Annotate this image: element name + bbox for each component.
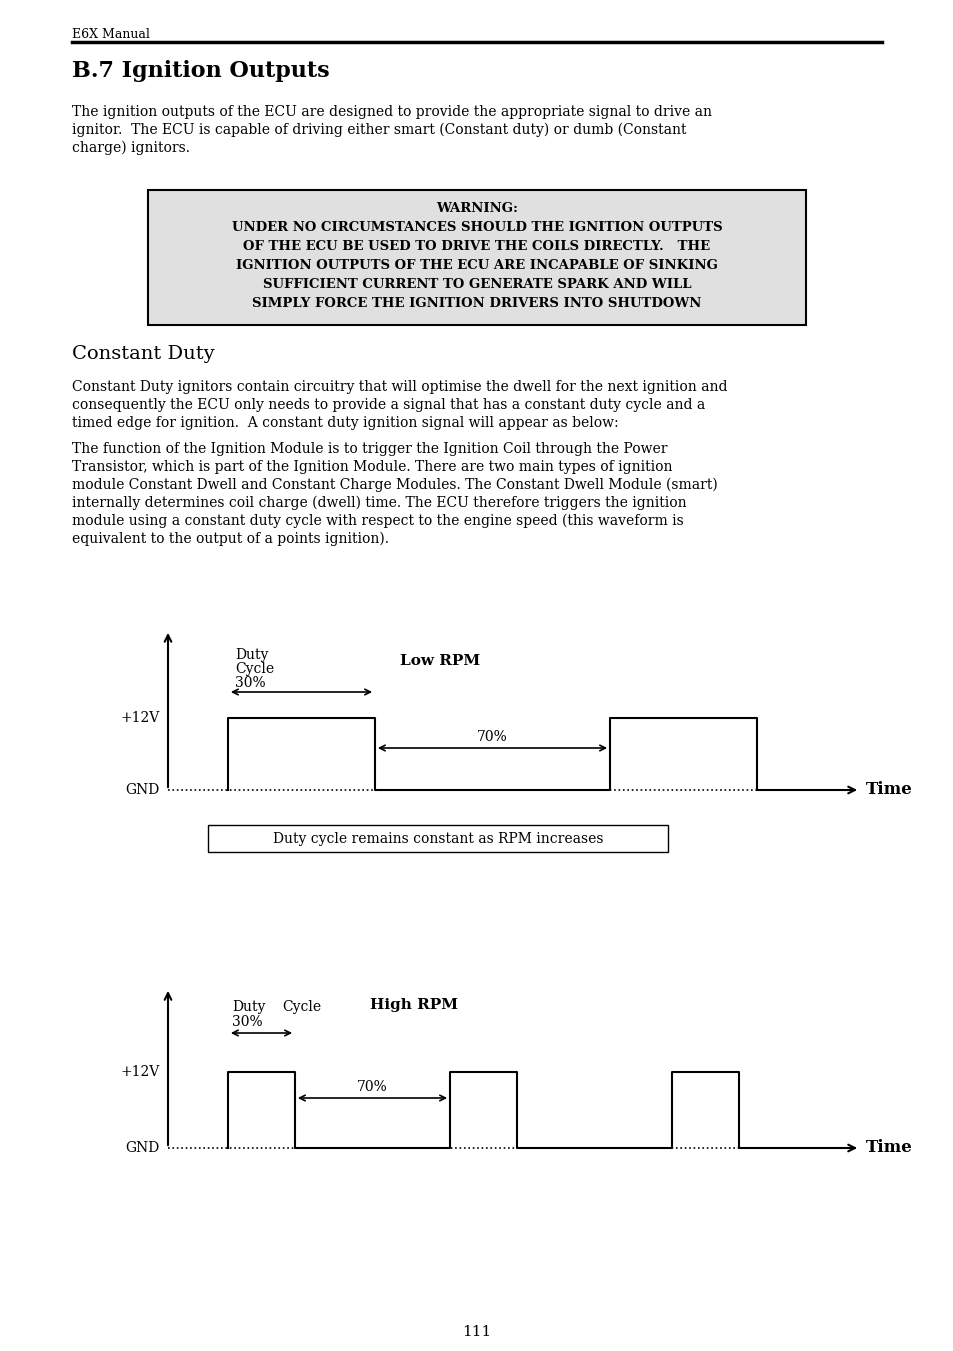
Text: Duty: Duty (232, 1000, 265, 1015)
Text: IGNITION OUTPUTS OF THE ECU ARE INCAPABLE OF SINKING: IGNITION OUTPUTS OF THE ECU ARE INCAPABL… (235, 259, 718, 272)
Text: E6X Manual: E6X Manual (71, 28, 150, 41)
Text: 30%: 30% (234, 676, 265, 690)
Text: SUFFICIENT CURRENT TO GENERATE SPARK AND WILL: SUFFICIENT CURRENT TO GENERATE SPARK AND… (262, 278, 691, 290)
Text: Cycle: Cycle (282, 1000, 321, 1015)
Text: +12V: +12V (121, 711, 160, 725)
Text: The function of the Ignition Module is to trigger the Ignition Coil through the : The function of the Ignition Module is t… (71, 442, 667, 457)
Text: The ignition outputs of the ECU are designed to provide the appropriate signal t: The ignition outputs of the ECU are desi… (71, 105, 711, 119)
Text: Time: Time (865, 781, 912, 798)
Text: charge) ignitors.: charge) ignitors. (71, 141, 190, 155)
Text: Constant Duty: Constant Duty (71, 345, 214, 363)
Text: Duty cycle remains constant as RPM increases: Duty cycle remains constant as RPM incre… (273, 831, 602, 846)
FancyBboxPatch shape (148, 190, 805, 326)
Text: GND: GND (126, 784, 160, 797)
FancyBboxPatch shape (208, 825, 667, 852)
Text: OF THE ECU BE USED TO DRIVE THE COILS DIRECTLY.   THE: OF THE ECU BE USED TO DRIVE THE COILS DI… (243, 240, 710, 253)
Text: 30%: 30% (232, 1015, 262, 1029)
Text: UNDER NO CIRCUMSTANCES SHOULD THE IGNITION OUTPUTS: UNDER NO CIRCUMSTANCES SHOULD THE IGNITI… (232, 222, 721, 234)
Text: consequently the ECU only needs to provide a signal that has a constant duty cyc: consequently the ECU only needs to provi… (71, 399, 704, 412)
Text: WARNING:: WARNING: (436, 203, 517, 215)
Text: module Constant Dwell and Constant Charge Modules. The Constant Dwell Module (sm: module Constant Dwell and Constant Charg… (71, 478, 717, 492)
Text: module using a constant duty cycle with respect to the engine speed (this wavefo: module using a constant duty cycle with … (71, 513, 683, 528)
Text: ignitor.  The ECU is capable of driving either smart (Constant duty) or dumb (Co: ignitor. The ECU is capable of driving e… (71, 123, 686, 138)
Text: Duty: Duty (234, 648, 268, 662)
Text: 70%: 70% (356, 1079, 388, 1094)
Text: 70%: 70% (476, 730, 507, 744)
Text: Cycle: Cycle (234, 662, 274, 676)
Text: equivalent to the output of a points ignition).: equivalent to the output of a points ign… (71, 532, 389, 546)
Text: 111: 111 (462, 1325, 491, 1339)
Text: B.7 Ignition Outputs: B.7 Ignition Outputs (71, 59, 330, 82)
Text: SIMPLY FORCE THE IGNITION DRIVERS INTO SHUTDOWN: SIMPLY FORCE THE IGNITION DRIVERS INTO S… (252, 297, 701, 309)
Text: timed edge for ignition.  A constant duty ignition signal will appear as below:: timed edge for ignition. A constant duty… (71, 416, 618, 430)
Text: Transistor, which is part of the Ignition Module. There are two main types of ig: Transistor, which is part of the Ignitio… (71, 459, 672, 474)
Text: Low RPM: Low RPM (399, 654, 479, 667)
Text: internally determines coil charge (dwell) time. The ECU therefore triggers the i: internally determines coil charge (dwell… (71, 496, 686, 511)
Text: GND: GND (126, 1142, 160, 1155)
Text: +12V: +12V (121, 1065, 160, 1079)
Text: High RPM: High RPM (370, 998, 457, 1012)
Text: Constant Duty ignitors contain circuitry that will optimise the dwell for the ne: Constant Duty ignitors contain circuitry… (71, 380, 727, 394)
Text: Time: Time (865, 1139, 912, 1156)
